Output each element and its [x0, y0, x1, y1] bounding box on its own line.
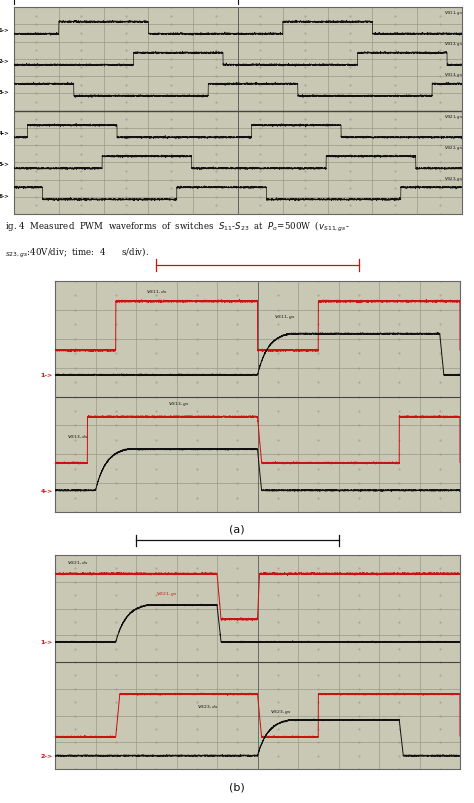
- Text: 4->: 4->: [0, 131, 9, 137]
- Text: $v_{S21,gs}$: $v_{S21,gs}$: [444, 113, 463, 123]
- Text: $v_{S23,ds}$: $v_{S23,ds}$: [197, 703, 218, 711]
- Text: 2->: 2->: [40, 753, 53, 758]
- Text: $v_{S13,gs}$: $v_{S13,gs}$: [168, 401, 190, 410]
- Text: $v_{S22,gs}$: $v_{S22,gs}$: [444, 145, 463, 153]
- Text: ig. 4  Measured  PWM  waveforms  of  switches  $S_{11}$-$S_{23}$  at  $P_o$=500W: ig. 4 Measured PWM waveforms of switches…: [5, 219, 349, 234]
- Text: (a): (a): [229, 524, 245, 534]
- Text: $v_{S11,gs}$: $v_{S11,gs}$: [273, 314, 295, 323]
- Text: 2->: 2->: [0, 59, 9, 64]
- Text: $v_{S23,gs}$: $v_{S23,gs}$: [444, 175, 463, 185]
- Text: 1->: 1->: [0, 28, 9, 33]
- Text: $v_{S13,ds}$: $v_{S13,ds}$: [67, 433, 88, 440]
- Text: $v_{S11,gs}$: $v_{S11,gs}$: [444, 10, 463, 19]
- Text: 6->: 6->: [0, 194, 9, 198]
- Text: 1->: 1->: [40, 373, 53, 378]
- Text: $v_{S21,ds}$: $v_{S21,ds}$: [67, 559, 88, 566]
- Text: 5->: 5->: [0, 162, 9, 167]
- Text: $v_{S12,gs}$: $v_{S12,gs}$: [444, 41, 463, 51]
- Text: (b): (b): [229, 782, 245, 792]
- Text: $v_{S13,gs}$: $v_{S13,gs}$: [444, 72, 463, 81]
- Text: 1->: 1->: [40, 640, 53, 645]
- Text: 3->: 3->: [0, 90, 9, 95]
- Text: $v_{S11,ds}$: $v_{S11,ds}$: [146, 289, 167, 296]
- Text: 4->: 4->: [40, 488, 53, 493]
- Text: $v_{S23,gs}$: $v_{S23,gs}$: [270, 707, 291, 717]
- Text: $_{S23,gs}$:40V/div;  time:  4      s/div).: $_{S23,gs}$:40V/div; time: 4 s/div).: [5, 246, 149, 260]
- Text: $v_{S21,gs}$: $v_{S21,gs}$: [156, 590, 177, 599]
